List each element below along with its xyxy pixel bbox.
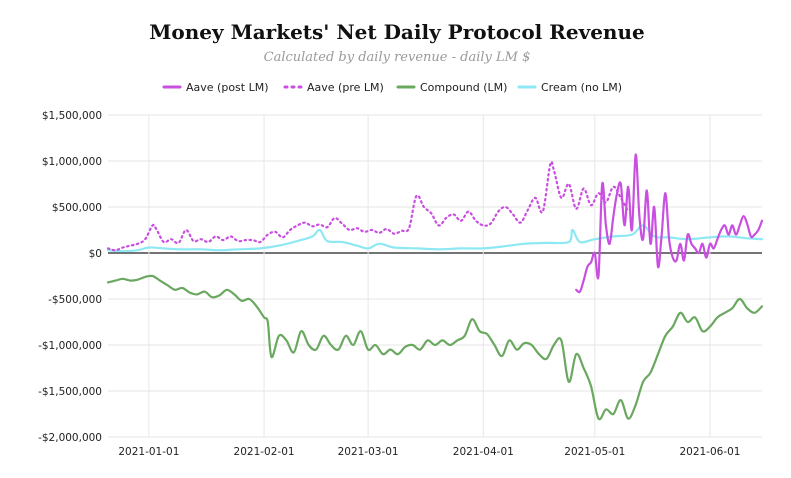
x-tick-label: 2021-03-01: [338, 446, 399, 458]
legend-item: Compound (LM): [396, 81, 507, 94]
x-tick-label: 2021-05-01: [564, 446, 625, 458]
x-axis: 2021-01-01 2021-02-01 2021-03-01 2021-04-01…: [118, 446, 740, 458]
legend-item: Aave (pre LM): [283, 81, 384, 94]
y-tick-label: -$2,000,000: [38, 432, 102, 444]
chart-subtitle: Calculated by daily revenue - daily LM $: [264, 50, 531, 65]
series-line-aave-pre-lm: [106, 160, 630, 252]
x-tick-label: 2021-01-01: [118, 446, 179, 458]
series-line-compound-lm: [106, 274, 764, 421]
series-lines: [106, 153, 764, 421]
y-tick-label: $1,000,000: [42, 156, 102, 168]
series-line-cream-no-lm: [106, 224, 764, 253]
x-tick-label: 2021-06-01: [679, 446, 740, 458]
y-tick-label: $0: [89, 248, 102, 260]
y-axis: $1,500,000 $1,000,000 $500,000 $0 -$500,000 -…: [38, 110, 102, 444]
legend-label: Aave (post LM): [186, 81, 269, 94]
legend-label: Aave (pre LM): [307, 81, 384, 94]
y-tick-label: -$1,500,000: [38, 386, 102, 398]
series-line-aave-post-lm: [575, 153, 764, 294]
legend: Aave (post LM) Aave (pre LM) Compound (LM)…: [162, 81, 622, 94]
y-tick-label: -$500,000: [48, 294, 102, 306]
grid-lines: [108, 114, 762, 438]
legend-label: Compound (LM): [420, 81, 507, 94]
y-tick-label: -$1,000,000: [38, 340, 102, 352]
y-tick-label: $500,000: [52, 202, 102, 214]
y-tick-label: $1,500,000: [42, 110, 102, 122]
legend-item: Aave (post LM): [162, 81, 269, 94]
x-tick-label: 2021-02-01: [234, 446, 295, 458]
legend-item: Cream (no LM): [517, 81, 622, 94]
x-tick-label: 2021-04-01: [453, 446, 514, 458]
chart-title: Money Markets' Net Daily Protocol Revenu…: [149, 20, 645, 44]
legend-label: Cream (no LM): [541, 81, 622, 94]
